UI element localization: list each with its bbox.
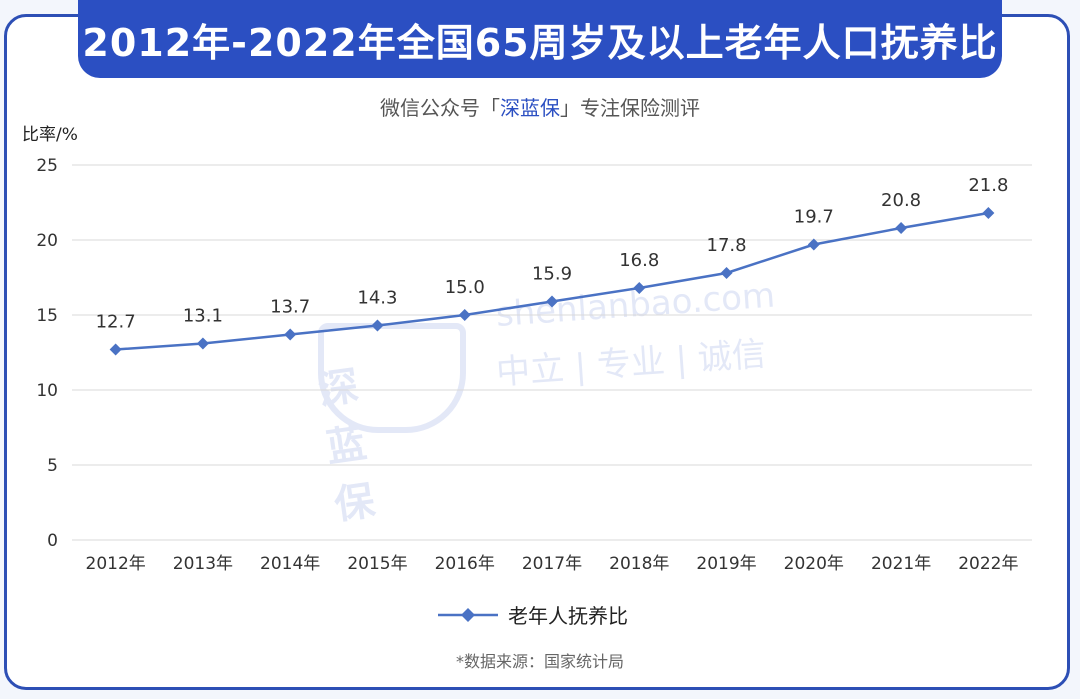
y-tick-label: 25 (36, 156, 58, 176)
y-tick-label: 0 (47, 531, 58, 551)
x-tick-label: 2014年 (260, 554, 320, 574)
subtitle-prefix: 微信公众号「 (380, 96, 500, 120)
x-tick-label: 2013年 (173, 554, 233, 574)
data-point-marker (895, 222, 908, 234)
x-tick-label: 2019年 (696, 554, 756, 574)
x-tick-label: 2016年 (435, 554, 495, 574)
subtitle-suffix: 」专注保险测评 (560, 96, 700, 120)
subtitle: 微信公众号「深蓝保」专注保险测评 (0, 92, 1080, 121)
data-point-marker (284, 328, 297, 341)
data-label: 13.1 (183, 306, 223, 327)
legend: 老年人抚养比 (438, 600, 628, 629)
data-point-marker (720, 267, 733, 279)
data-point-marker (109, 343, 122, 356)
legend-label: 老年人抚养比 (508, 604, 628, 628)
data-label: 12.7 (96, 312, 136, 333)
data-label: 15.9 (532, 264, 572, 285)
data-label: 17.8 (707, 235, 747, 256)
data-source-note: *数据来源：国家统计局 (455, 652, 624, 671)
y-axis-unit-label: 比率/% (22, 125, 78, 145)
data-label: 19.7 (794, 207, 834, 228)
data-label: 15.0 (445, 277, 485, 298)
data-label: 21.8 (968, 175, 1008, 196)
data-label: 16.8 (619, 250, 659, 271)
x-tick-label: 2021年 (871, 554, 931, 574)
y-tick-label: 5 (47, 456, 58, 476)
x-tick-label: 2012年 (86, 554, 146, 574)
data-point-marker (371, 319, 384, 332)
x-tick-label: 2018年 (609, 554, 669, 574)
data-point-marker (546, 295, 558, 308)
data-label: 13.7 (270, 297, 310, 318)
y-tick-label: 20 (36, 231, 58, 251)
data-label: 14.3 (357, 288, 397, 309)
legend-marker-icon (438, 607, 498, 622)
x-tick-label: 2015年 (347, 554, 407, 574)
title-banner: 2012年-2022年全国65周岁及以上老年人口抚养比 (78, 0, 1002, 78)
data-label: 20.8 (881, 190, 921, 211)
data-point-marker (633, 282, 646, 294)
x-tick-label: 2022年 (958, 554, 1018, 574)
y-tick-label: 10 (36, 381, 58, 401)
data-point-marker (807, 238, 820, 251)
chart-frame (4, 14, 1070, 690)
data-point-marker (196, 337, 209, 350)
x-tick-label: 2017年 (522, 554, 582, 574)
data-point-marker (982, 207, 995, 219)
chart-title: 2012年-2022年全国65周岁及以上老年人口抚养比 (82, 20, 998, 65)
y-tick-label: 15 (36, 306, 58, 326)
data-point-marker (458, 309, 471, 321)
subtitle-brand: 深蓝保 (500, 96, 560, 120)
x-tick-label: 2020年 (784, 554, 844, 574)
